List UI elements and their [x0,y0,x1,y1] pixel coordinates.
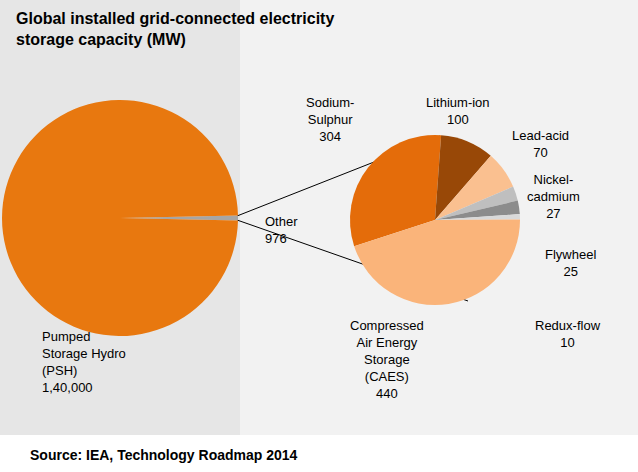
svg-text:Redux-flow10: Redux-flow10 [535,318,601,350]
svg-text:Source: IEA, Technology Roadma: Source: IEA, Technology Roadmap 2014 [30,447,298,463]
svg-text:Sodium-Sulphur304: Sodium-Sulphur304 [306,95,354,144]
svg-text:Nickel-cadmium27: Nickel-cadmium27 [527,172,580,221]
svg-text:Flywheel25: Flywheel25 [545,247,596,279]
svg-text:PumpedStorage Hydro(PSH)1,40,0: PumpedStorage Hydro(PSH)1,40,000 [42,329,126,395]
svg-text:Lead-acid70: Lead-acid70 [512,128,569,160]
svg-text:Lithium-ion100: Lithium-ion100 [426,95,490,127]
svg-text:Other976: Other976 [265,214,298,246]
svg-text:CompressedAir EnergyStorage(CA: CompressedAir EnergyStorage(CAES)440 [350,318,424,401]
svg-text:Global installed grid-connecte: Global installed grid-connected electric… [16,10,334,48]
